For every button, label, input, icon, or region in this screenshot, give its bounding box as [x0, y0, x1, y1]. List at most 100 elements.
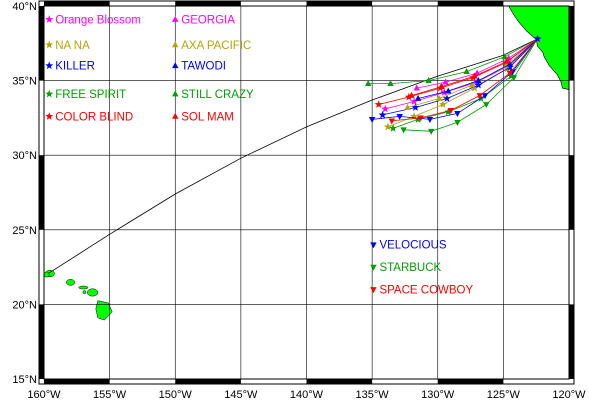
track-point: [410, 97, 419, 105]
track-point: [396, 114, 403, 121]
longitude-label: 145°W: [224, 389, 258, 401]
track-point: [483, 102, 490, 109]
track-point: [364, 79, 372, 86]
track-point: [417, 115, 424, 122]
track-point: [414, 115, 423, 123]
axis-labels: 15°N 20°N 25°N 30°N 35°N 40°N 160°W 155°W 150°W 1…: [12, 1, 586, 401]
legend-entry: VELOCIOUS: [370, 240, 447, 252]
legend-entry: FREE SPIRIT: [45, 89, 126, 101]
track-point: [413, 84, 420, 91]
legend-boat-name: NA NA: [55, 40, 90, 52]
legend-entry: Orange Blossom: [45, 14, 141, 26]
track-point: [445, 87, 452, 94]
graticule-grid: [44, 6, 569, 379]
route-line: [46, 38, 538, 275]
legend-entry: COLOR BLIND: [45, 111, 133, 123]
legend-boat-name: GEORGIA: [181, 14, 235, 26]
track-point: [389, 124, 398, 132]
track-point: [439, 100, 447, 108]
track-point: [444, 107, 453, 116]
track-line: [403, 38, 538, 132]
track-point: [510, 75, 518, 82]
track-point: [411, 103, 420, 111]
track-line: [392, 38, 538, 129]
border-bar: [175, 379, 241, 384]
boat-track: [414, 38, 538, 101]
legend-symbol: [45, 15, 54, 23]
track-point: [387, 79, 394, 86]
boat-track: [404, 38, 538, 110]
legend-symbol: [370, 242, 377, 249]
track-point: [468, 81, 476, 88]
finish-marker: [43, 271, 50, 278]
track-point: [506, 70, 514, 77]
border-bar: [39, 155, 44, 230]
legend-boat-name: FREE SPIRIT: [55, 89, 126, 101]
latitude-label: 15°N: [12, 374, 37, 386]
border-bar: [39, 304, 44, 379]
track-point: [481, 93, 489, 100]
land-layer: [45, 5, 570, 321]
longitude-label: 125°W: [487, 389, 521, 401]
legend-boat-name: COLOR BLIND: [55, 111, 133, 123]
legend-boat-name: STILL CRAZY: [181, 89, 254, 101]
track-point: [501, 53, 508, 60]
track-line: [368, 38, 538, 84]
latitude-label: 40°N: [12, 1, 37, 13]
boat-track: [388, 38, 538, 125]
legend-symbol: [45, 61, 54, 70]
border-bar: [306, 379, 373, 384]
border-bar: [569, 6, 574, 81]
border-bar: [437, 379, 504, 384]
legend-boat-name: Orange Blossom: [55, 14, 141, 26]
maui-island: [87, 288, 99, 297]
border-bar: [44, 1, 110, 6]
longitude-label: 155°W: [93, 389, 127, 401]
track-point: [378, 110, 387, 119]
boat-track: [364, 38, 538, 86]
border-bar: [569, 304, 574, 379]
legend-symbol: [172, 112, 179, 119]
legend-symbol: [172, 41, 179, 48]
legend-symbol: [172, 15, 179, 22]
legend-symbol: [45, 112, 54, 120]
track-point: [454, 119, 461, 126]
molokai-island: [78, 285, 89, 290]
track-point: [504, 57, 511, 64]
boat-track: [408, 38, 538, 98]
track-line: [387, 38, 538, 128]
track-point: [427, 128, 435, 135]
track-point: [381, 104, 390, 113]
boat-track: [383, 38, 538, 131]
border-bar: [39, 6, 44, 81]
track-point: [404, 92, 413, 101]
legend-entry: TAWODI: [172, 61, 226, 73]
track-point: [505, 63, 514, 71]
track-point: [442, 94, 451, 102]
track-point: [410, 112, 419, 120]
track-point: [454, 111, 461, 118]
latitude-label: 20°N: [12, 299, 37, 311]
legend-entry: STILL CRAZY: [172, 89, 254, 101]
border-bar: [569, 155, 574, 230]
track-point: [388, 118, 396, 125]
border-bar: [306, 1, 373, 6]
legend-symbol: [370, 287, 377, 294]
legend-symbol: [370, 264, 377, 271]
map-frame: [38, 0, 575, 385]
track-line: [391, 38, 538, 122]
boat-tracks: [364, 34, 542, 135]
legend-entry: SOL MAM: [172, 111, 234, 123]
legend-boat-name: TAWODI: [181, 61, 226, 73]
longitude-label: 140°W: [290, 389, 324, 401]
legend-boat-name: VELOCIOUS: [379, 240, 446, 252]
legend-symbol: [172, 62, 179, 69]
track-point: [447, 108, 455, 115]
track-point: [475, 77, 482, 83]
legend-boat-name: SPACE COWBOY: [379, 284, 473, 296]
legend-boat-name: STARBUCK: [379, 262, 441, 274]
hawaii-big-island: [95, 300, 113, 321]
legend-entry: KILLER: [45, 61, 95, 73]
track-point: [474, 80, 483, 89]
track-point: [435, 94, 443, 101]
